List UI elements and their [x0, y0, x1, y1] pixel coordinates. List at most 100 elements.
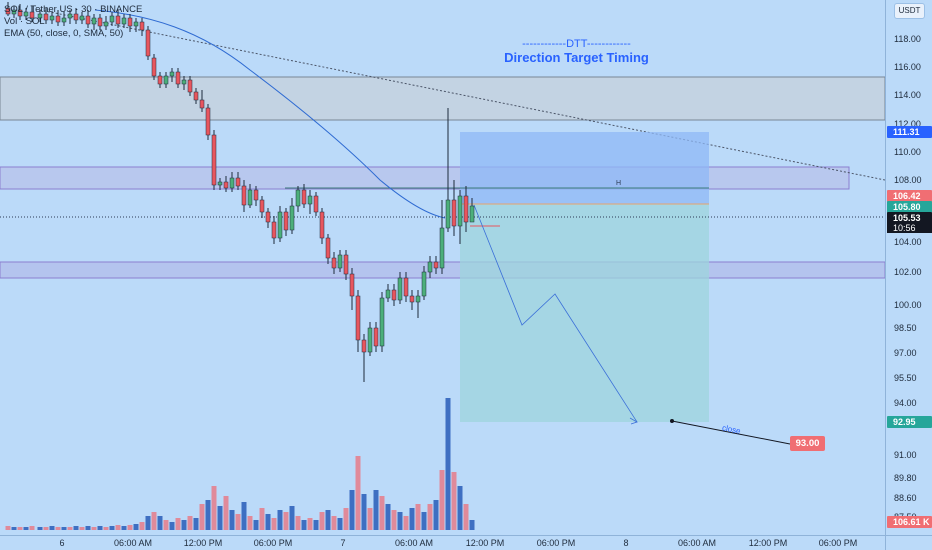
candle-body[interactable]: [313, 195, 319, 213]
candle-body[interactable]: [139, 21, 145, 31]
candle-body[interactable]: [5, 7, 11, 15]
candle-body[interactable]: [127, 17, 133, 27]
candle-body[interactable]: [121, 17, 127, 25]
candle-body[interactable]: [91, 17, 97, 25]
candle-body[interactable]: [151, 57, 157, 77]
candle-body[interactable]: [265, 211, 271, 223]
candle-body[interactable]: [103, 21, 109, 27]
candle-body[interactable]: [157, 75, 163, 85]
symbol-legend[interactable]: SOL / Tether US · 30 · BINANCE: [4, 4, 143, 15]
projection-path[interactable]: [473, 204, 638, 423]
currency-button[interactable]: USDT: [894, 3, 925, 19]
target-axis-badge[interactable]: 92.95: [887, 416, 932, 428]
top-price-badge[interactable]: 111.31: [887, 126, 932, 138]
candle-body[interactable]: [385, 289, 391, 299]
risk-zone[interactable]: [460, 132, 709, 204]
candle-body[interactable]: [289, 205, 295, 231]
candle-body[interactable]: [301, 189, 307, 205]
current-price-badge[interactable]: 105.53: [887, 212, 932, 224]
candle-body[interactable]: [199, 99, 205, 109]
candle-body[interactable]: [181, 79, 187, 85]
candle-body[interactable]: [67, 13, 73, 19]
candle-body[interactable]: [295, 189, 301, 207]
target-price-badge[interactable]: 93.00: [790, 436, 825, 451]
price-axis[interactable]: USDT 118.00 116.00 114.00 112.00 110.00 …: [885, 0, 932, 535]
candle-body[interactable]: [439, 227, 445, 269]
candle-body[interactable]: [367, 327, 373, 353]
candle-body[interactable]: [11, 9, 17, 15]
volume-axis-badge[interactable]: 106.61 K: [887, 516, 932, 528]
candle-body[interactable]: [211, 134, 217, 186]
candle-body[interactable]: [115, 15, 121, 25]
candle-body[interactable]: [133, 21, 139, 27]
candle-body[interactable]: [403, 277, 409, 297]
candle-body[interactable]: [37, 13, 43, 19]
candle-body[interactable]: [373, 327, 379, 347]
candle-body[interactable]: [445, 199, 451, 229]
candle-body[interactable]: [23, 11, 29, 17]
candle-body[interactable]: [421, 271, 427, 297]
candle-body[interactable]: [73, 13, 79, 21]
candle-body[interactable]: [337, 254, 343, 269]
chart-area[interactable]: SOL / Tether US · 30 · BINANCE Vol · SOL…: [0, 0, 885, 535]
candle-body[interactable]: [175, 71, 181, 85]
candle-body[interactable]: [49, 15, 55, 21]
candle-body[interactable]: [109, 15, 115, 23]
stop-price-badge[interactable]: 105.80: [887, 201, 932, 213]
volume-legend[interactable]: Vol · SOL: [4, 16, 45, 27]
ema-legend[interactable]: EMA (50, close, 0, SMA, 50): [4, 28, 124, 39]
close-line[interactable]: [671, 420, 791, 445]
candle-body[interactable]: [343, 254, 349, 275]
candle-body[interactable]: [223, 181, 229, 189]
candle-body[interactable]: [319, 211, 325, 239]
dtt-annotation[interactable]: ------------DTT------------ Direction Ta…: [499, 38, 654, 65]
candle-body[interactable]: [187, 79, 193, 93]
candle-body[interactable]: [391, 289, 397, 301]
target-zone[interactable]: [460, 204, 709, 422]
candle-body[interactable]: [17, 9, 23, 17]
candle-body[interactable]: [355, 295, 361, 341]
candle-body[interactable]: [379, 297, 385, 347]
candle-body[interactable]: [415, 295, 421, 303]
candle-body[interactable]: [331, 257, 337, 269]
candle-body[interactable]: [247, 189, 253, 206]
candle-body[interactable]: [241, 185, 247, 206]
close-line-anchor[interactable]: [670, 419, 674, 423]
chart-canvas[interactable]: [0, 0, 885, 535]
resistance-zone[interactable]: [0, 76, 885, 121]
candle-body[interactable]: [451, 199, 457, 227]
candle-body[interactable]: [469, 205, 475, 223]
candle-body[interactable]: [145, 29, 151, 57]
candle-body[interactable]: [253, 189, 259, 201]
candle-body[interactable]: [457, 195, 463, 227]
candle-body[interactable]: [217, 181, 223, 186]
candle-body[interactable]: [61, 17, 67, 23]
candle-body[interactable]: [97, 17, 103, 27]
entry-price-badge[interactable]: 106.42: [887, 190, 932, 202]
candle-body[interactable]: [433, 261, 439, 269]
candle-body[interactable]: [277, 211, 283, 239]
candle-body[interactable]: [235, 177, 241, 187]
candle-body[interactable]: [427, 261, 433, 273]
candle-body[interactable]: [229, 177, 235, 189]
candle-body[interactable]: [169, 71, 175, 77]
candle-body[interactable]: [361, 339, 367, 353]
candle-body[interactable]: [463, 195, 469, 223]
candle-body[interactable]: [259, 199, 265, 213]
candle-body[interactable]: [283, 211, 289, 231]
candle-body[interactable]: [271, 221, 277, 239]
candle-body[interactable]: [43, 13, 49, 21]
candle-body[interactable]: [79, 15, 85, 21]
supply-zone[interactable]: [0, 166, 850, 190]
candle-body[interactable]: [85, 15, 91, 25]
candle-body[interactable]: [205, 107, 211, 136]
candle-body[interactable]: [163, 75, 169, 85]
time-axis[interactable]: 6 06:00 AM 12:00 PM 06:00 PM 7 06:00 AM …: [0, 535, 885, 550]
candles-group[interactable]: [5, 2, 475, 382]
candle-body[interactable]: [29, 11, 35, 19]
candle-body[interactable]: [55, 15, 61, 23]
candle-body[interactable]: [409, 295, 415, 303]
candle-body[interactable]: [397, 277, 403, 301]
candle-body[interactable]: [325, 237, 331, 259]
candle-body[interactable]: [193, 91, 199, 101]
